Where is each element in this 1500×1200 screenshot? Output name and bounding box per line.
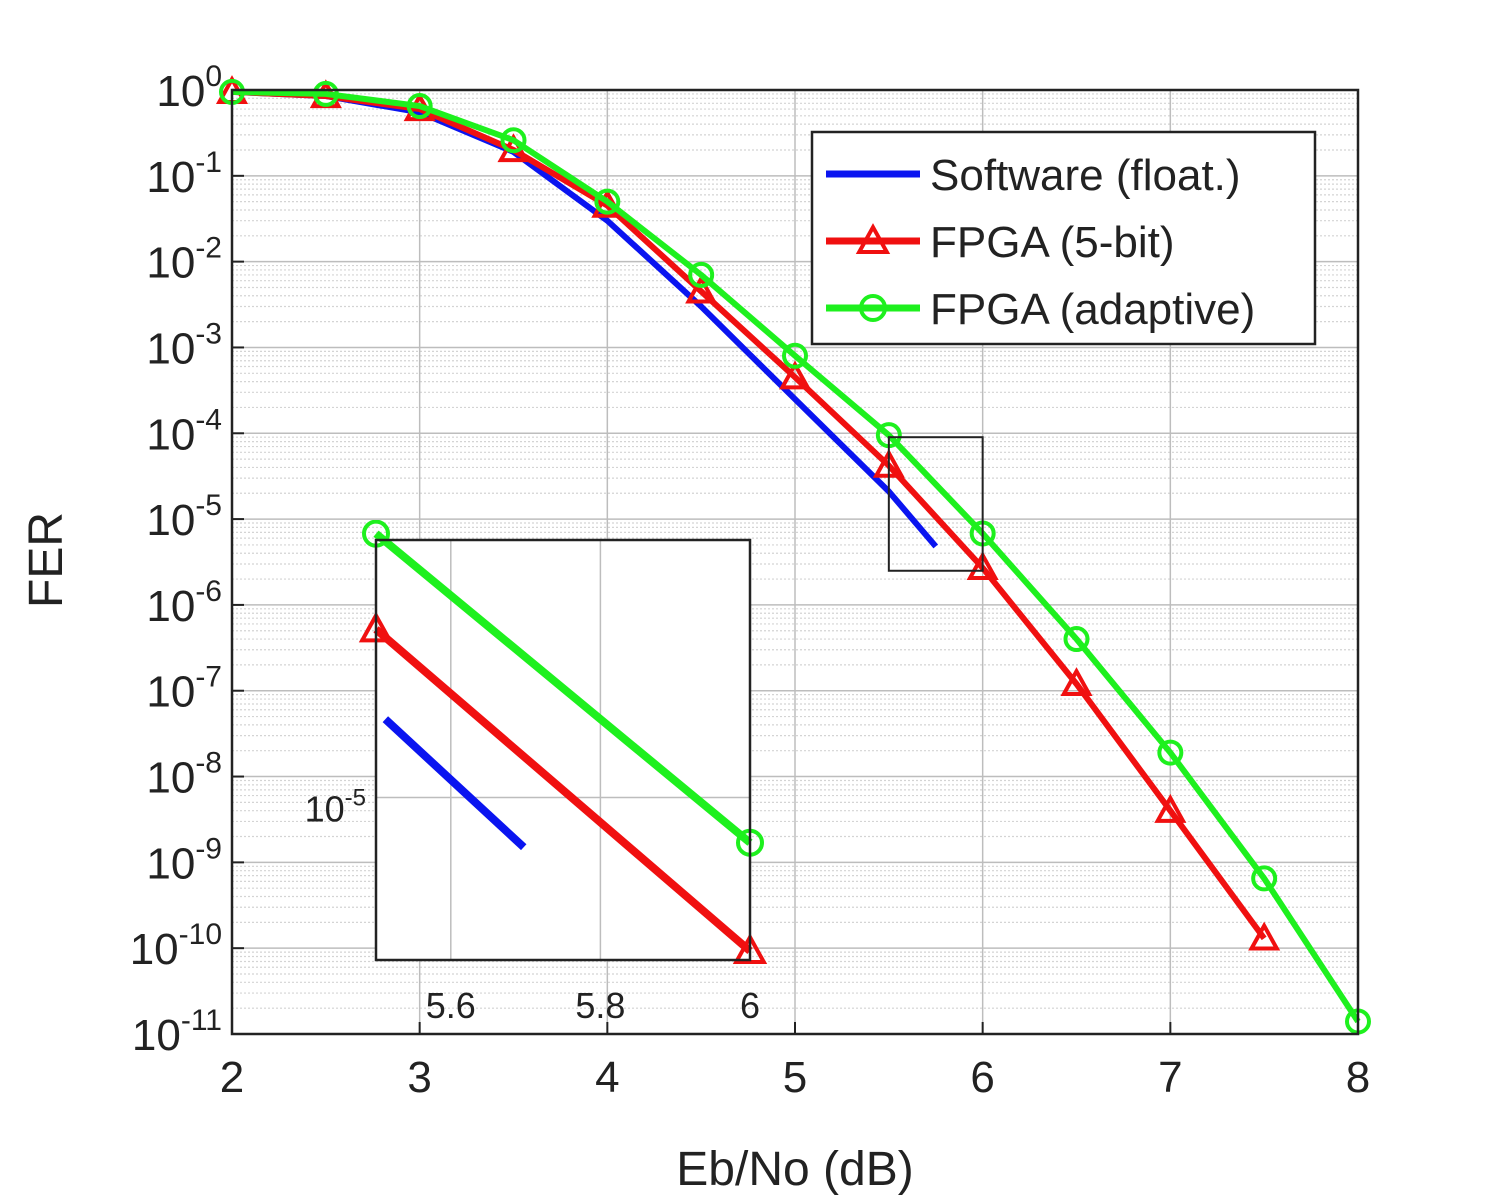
x-axis-label: Eb/No (dB) <box>676 1143 913 1196</box>
inset-y-tick-label: 10-5 <box>305 785 366 830</box>
legend-label-2: FPGA (adaptive) <box>930 285 1255 334</box>
y-tick-label: 10-6 <box>146 575 222 631</box>
inset-data-point <box>732 933 768 965</box>
legend-label-0: Software (float.) <box>930 151 1241 200</box>
x-tick-label: 3 <box>407 1053 431 1102</box>
y-tick-label: 10-11 <box>132 1004 222 1060</box>
inset-x-tick-label: 5.8 <box>575 985 625 1026</box>
data-point <box>1063 626 1090 653</box>
data-point <box>594 188 621 215</box>
data-point <box>688 261 715 288</box>
data-point <box>500 127 527 154</box>
y-tick-label: 10-4 <box>146 403 222 459</box>
inset-series <box>358 520 768 965</box>
data-point <box>1248 921 1281 951</box>
y-tick-label: 100 <box>156 60 222 116</box>
inset-frame <box>374 538 752 962</box>
data-point <box>1154 793 1187 823</box>
inset-series-line-1 <box>373 626 753 955</box>
data-point <box>406 93 433 120</box>
data-point <box>685 274 718 304</box>
x-tick-label: 2 <box>220 1053 244 1102</box>
zoom-region <box>887 436 984 572</box>
y-axis-label: FER <box>20 512 73 608</box>
data-point <box>1251 865 1278 892</box>
y-tick-label: 10-1 <box>146 146 222 202</box>
data-point <box>1157 739 1184 766</box>
data-point <box>312 80 339 107</box>
inset-series-line-0 <box>382 716 527 851</box>
y-tick-label: 10-9 <box>146 832 222 888</box>
legend-marker-2 <box>859 294 887 322</box>
y-tick-label: 10-8 <box>146 747 222 803</box>
y-tick-label: 10-10 <box>130 918 222 974</box>
y-tick-label: 10-7 <box>146 661 222 717</box>
legend-label-1: FPGA (5-bit) <box>930 218 1175 267</box>
x-tick-label: 5 <box>783 1053 807 1102</box>
data-point <box>966 551 999 581</box>
legend-marker-1 <box>855 223 891 255</box>
inset-x-tick-label: 5.6 <box>426 985 476 1026</box>
inset-chart: 5.6 5.8 6 10-5 <box>305 520 768 1026</box>
x-axis-ticks: 2 3 4 5 6 7 8 <box>220 1022 1370 1102</box>
x-tick-label: 7 <box>1158 1053 1182 1102</box>
main-series <box>215 75 1371 1035</box>
data-point <box>778 360 812 390</box>
x-tick-label: 8 <box>1346 1053 1370 1102</box>
data-point <box>782 342 808 369</box>
inset-x-tick-label: 6 <box>740 985 760 1026</box>
x-tick-label: 4 <box>595 1053 619 1102</box>
y-tick-label: 10-5 <box>146 489 222 545</box>
inset-series-line-2 <box>373 530 753 846</box>
y-tick-label: 10-3 <box>146 317 222 373</box>
zoom-box <box>887 436 984 572</box>
y-tick-label: 10-2 <box>146 232 222 288</box>
data-point <box>1060 667 1093 697</box>
y-axis-ticks: 100 10-1 10-2 10-3 10-4 10-5 10-6 10-7 10-8 10-9 1… <box>130 60 244 1060</box>
legend: Software (float.) FPGA (5-bit) FPGA (adapt… <box>810 130 1317 346</box>
series-line-2 <box>231 88 1361 1024</box>
x-tick-label: 6 <box>970 1053 994 1102</box>
inset-background <box>376 540 750 960</box>
